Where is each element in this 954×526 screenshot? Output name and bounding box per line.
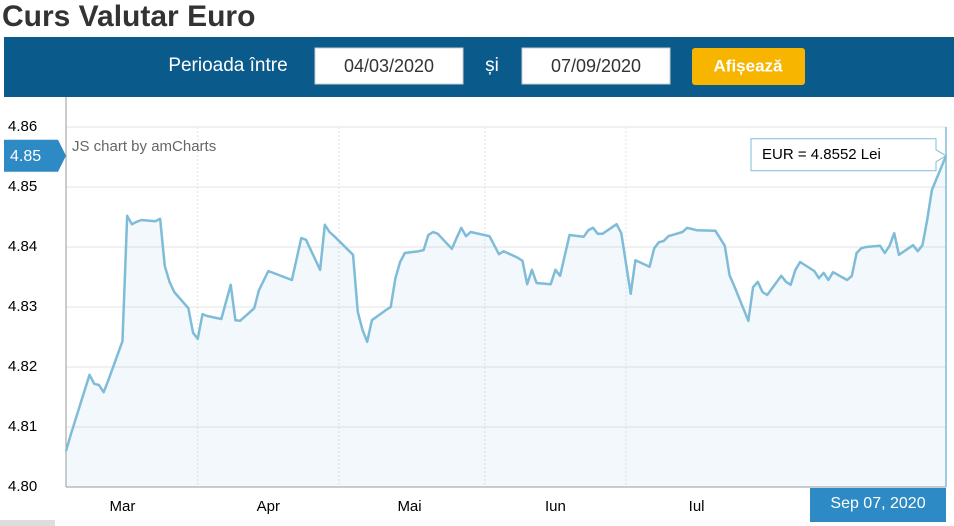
cursor-y-box <box>4 139 66 172</box>
y-tick-label: 4.83 <box>8 298 37 315</box>
period-label: Perioada între <box>168 55 287 76</box>
cursor-y-label: 4.85 <box>10 148 41 165</box>
y-tick-label: 4.81 <box>8 418 37 435</box>
page-title: Curs Valutar Euro <box>2 0 255 33</box>
y-tick-label: 4.86 <box>8 118 37 135</box>
x-tick-label: Mar <box>110 498 136 515</box>
y-tick-label: 4.84 <box>8 238 37 255</box>
area <box>66 155 946 488</box>
date-from-input[interactable] <box>314 47 464 85</box>
x-tick-label: Iun <box>545 498 566 515</box>
toolbar <box>4 37 954 97</box>
date-to-input[interactable] <box>521 47 671 85</box>
line <box>64 155 948 452</box>
chart: 4.80 4.81 4.82 4.83 4.84 4.85 4.86 Mar Apr Mai Iun… <box>4 97 948 522</box>
cursor-x-box <box>810 488 946 522</box>
x-tick-label: Iul <box>689 498 705 515</box>
show-button-label: Afișează <box>714 56 784 75</box>
y-tick-label: 4.85 <box>8 178 37 195</box>
balloon-text: EUR = 4.8552 Lei <box>762 146 881 163</box>
cursor-x-label: Sep 07, 2020 <box>830 495 925 512</box>
x-tick-label: Mai <box>397 498 421 515</box>
date-from: 04/03/2020 <box>344 56 434 76</box>
y-tick-label: 4.80 <box>8 478 37 495</box>
credit: JS chart by amCharts <box>72 138 216 155</box>
scrollbar <box>0 520 55 526</box>
balloon <box>750 138 947 172</box>
separator: și <box>485 55 499 76</box>
date-to: 07/09/2020 <box>551 56 641 76</box>
y-tick-label: 4.82 <box>8 358 37 375</box>
show-button[interactable] <box>692 48 805 85</box>
x-tick-label: Apr <box>257 498 280 515</box>
